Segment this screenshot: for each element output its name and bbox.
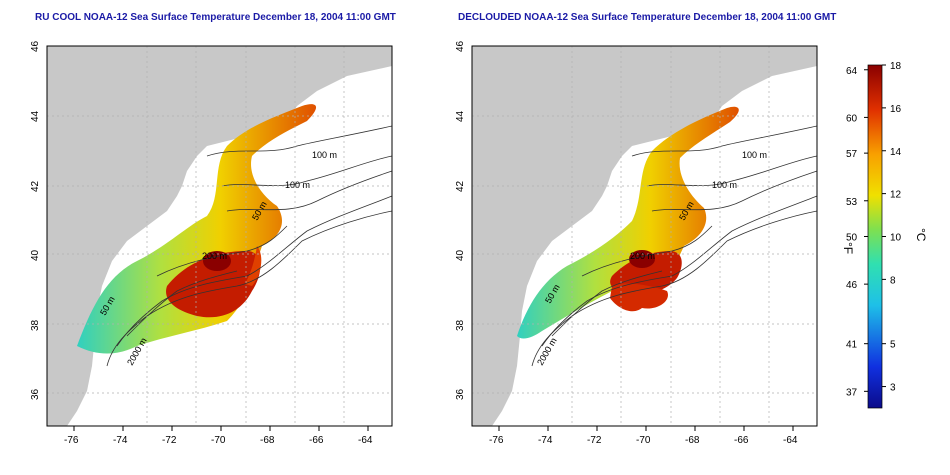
fahrenheit-tick-label: 64: [846, 66, 858, 77]
fahrenheit-tick-label: 57: [846, 149, 858, 160]
right-lat-tick: 40: [455, 249, 466, 261]
right-lon-tick: -64: [783, 435, 798, 446]
left-map-panel: 100 m 100 m 50 m 200 m 50 m 2000 m: [46, 45, 393, 427]
left-lat-tick: 44: [30, 110, 41, 122]
right-lat-tick: 44: [455, 110, 466, 122]
fahrenheit-tick-label: 41: [846, 340, 858, 351]
left-lat-tick: 38: [30, 319, 41, 331]
celsius-tick-label: 8: [890, 275, 896, 286]
celsius-tick-label: 3: [890, 383, 896, 394]
right-lon-tick: -66: [734, 435, 749, 446]
right-contour-label: 200 m: [630, 251, 655, 261]
left-warm-eddy: [166, 251, 261, 318]
celsius-tick-label: 16: [890, 104, 902, 115]
left-hot-core: [203, 251, 231, 271]
fahrenheit-tick-label: 53: [846, 197, 858, 208]
right-hot-core: [629, 250, 655, 268]
celsius-tick-label: 10: [890, 233, 902, 244]
left-sst-field: [77, 104, 317, 354]
left-contour-label: 100 m: [312, 150, 337, 160]
right-lat-tick: 46: [455, 40, 466, 52]
left-contour-label: 200 m: [202, 251, 227, 261]
fahrenheit-tick-label: 37: [846, 387, 858, 398]
right-lat-tick: 38: [455, 319, 466, 331]
left-lon-tick: -72: [162, 435, 177, 446]
left-axes: -76 -74 -72 -70 -68 -66 -64 46 44 42 40 …: [30, 40, 373, 446]
left-lat-tick: 42: [30, 180, 41, 192]
left-lon-tick: -74: [113, 435, 128, 446]
fahrenheit-tick-label: 50: [846, 233, 858, 244]
right-lon-tick: -72: [587, 435, 602, 446]
celsius-unit-label: °C: [914, 228, 928, 242]
right-lat-tick: 42: [455, 180, 466, 192]
fahrenheit-tick-label: 60: [846, 113, 858, 124]
right-map-panel: 100 m 100 m 50 m 200 m 50 m 2000 m: [471, 45, 818, 427]
celsius-tick-label: 5: [890, 340, 896, 351]
right-axes: -76 -74 -72 -70 -68 -66 -64 46 44 42 40 …: [455, 40, 798, 446]
right-lon-tick: -70: [636, 435, 651, 446]
fahrenheit-unit-label: °F: [841, 242, 855, 254]
left-lon-tick: -68: [260, 435, 275, 446]
right-sst-field: [517, 106, 739, 339]
left-lon-tick: -66: [309, 435, 324, 446]
celsius-tick-label: 18: [890, 61, 902, 72]
right-warm-patch: [610, 283, 668, 312]
right-map-title: DECLOUDED NOAA-12 Sea Surface Temperatur…: [458, 12, 837, 23]
left-map-title: RU COOL NOAA-12 Sea Surface Temperature …: [35, 12, 396, 23]
right-lon-tick: -68: [685, 435, 700, 446]
celsius-tick-label: 14: [890, 147, 902, 158]
fahrenheit-tick-label: 46: [846, 280, 858, 291]
left-contour-label: 100 m: [285, 180, 310, 190]
right-contour-label: 100 m: [712, 180, 737, 190]
left-lat-tick: 40: [30, 249, 41, 261]
right-lon-tick: -74: [538, 435, 553, 446]
right-lat-tick: 36: [455, 388, 466, 400]
left-lon-tick: -64: [358, 435, 373, 446]
left-lon-tick: -70: [211, 435, 226, 446]
celsius-tick-label: 12: [890, 190, 902, 201]
left-lat-tick: 36: [30, 388, 41, 400]
colorbar-gradient: [867, 64, 883, 409]
right-lon-tick: -76: [489, 435, 504, 446]
left-lat-tick: 46: [30, 40, 41, 52]
left-lon-tick: -76: [64, 435, 79, 446]
right-contour-label: 100 m: [742, 150, 767, 160]
